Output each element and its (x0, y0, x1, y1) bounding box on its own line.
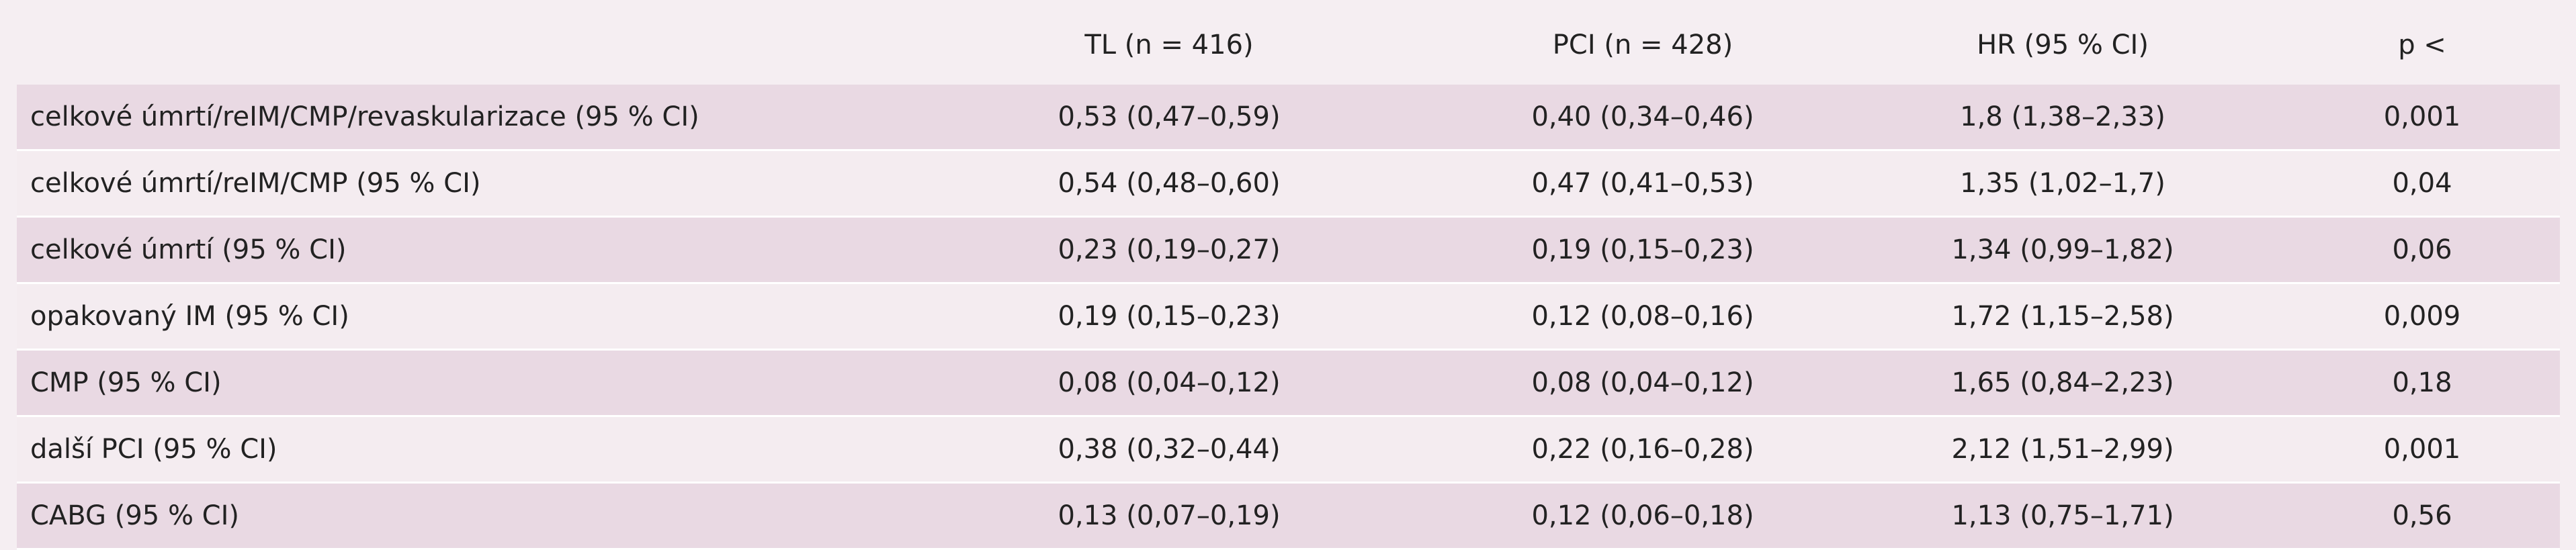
table-cell: 0,53 (0,47–0,59) (894, 85, 1445, 151)
table-cell: 0,009 (2284, 283, 2560, 351)
column-header: PCI (n = 428) (1552, 29, 1733, 60)
table-cell: 0,06 (2284, 216, 2560, 284)
row-label: opakovaný IM (95 % CI) (17, 283, 894, 351)
row-label: celkové úmrtí (95 % CI) (17, 216, 894, 284)
table-row: CABG (95 % CI) 0,13 (0,07–0,19) 0,12 (0,06… (17, 482, 2560, 550)
table-cell: 0,12 (0,06–0,18) (1445, 482, 1841, 550)
header-row: TL (n = 416) PCI (n = 428) HR (95 % CI) p < (17, 0, 2560, 85)
table-cell: 0,08 (0,04–0,12) (1445, 349, 1841, 417)
column-header: p < (2398, 29, 2446, 60)
row-label: celkové úmrtí/reIM/CMP/revaskularizace (… (17, 85, 894, 151)
table-cell: 0,08 (0,04–0,12) (894, 349, 1445, 417)
column-header: TL (n = 416) (1084, 29, 1254, 60)
table-cell: 0,40 (0,34–0,46) (1445, 85, 1841, 151)
table-row: CMP (95 % CI) 0,08 (0,04–0,12) 0,08 (0,04–… (17, 349, 2560, 417)
table-row: opakovaný IM (95 % CI) 0,19 (0,15–0,23) 0,… (17, 283, 2560, 351)
table-cell: 1,34 (0,99–1,82) (1841, 216, 2284, 284)
table-cell: 0,38 (0,32–0,44) (894, 416, 1445, 484)
row-label: CABG (95 % CI) (17, 482, 894, 550)
table-row: celkové úmrtí/reIM/CMP (95 % CI) 0,54 (0,… (17, 150, 2560, 218)
table-cell: 1,13 (0,75–1,71) (1841, 482, 2284, 550)
table-cell: 0,001 (2284, 85, 2560, 151)
table-cell: 0,19 (0,15–0,23) (1445, 216, 1841, 284)
table-cell: 1,65 (0,84–2,23) (1841, 349, 2284, 417)
table-cell: 0,13 (0,07–0,19) (894, 482, 1445, 550)
table-cell: 2,12 (1,51–2,99) (1841, 416, 2284, 484)
table-cell: 0,04 (2284, 150, 2560, 218)
row-label: další PCI (95 % CI) (17, 416, 894, 484)
table-row: celkové úmrtí/reIM/CMP/revaskularizace (… (17, 85, 2560, 151)
table-cell: 0,19 (0,15–0,23) (894, 283, 1445, 351)
table-cell: 1,35 (1,02–1,7) (1841, 150, 2284, 218)
table-cell: 1,72 (1,15–2,58) (1841, 283, 2284, 351)
table-row: celkové úmrtí (95 % CI) 0,23 (0,19–0,27) 0… (17, 216, 2560, 284)
table-cell: 0,54 (0,48–0,60) (894, 150, 1445, 218)
page: TL (n = 416) PCI (n = 428) HR (95 % CI) p <… (17, 29, 2560, 550)
table-cell: 0,56 (2284, 482, 2560, 550)
row-label: CMP (95 % CI) (17, 349, 894, 417)
table-cell: 0,22 (0,16–0,28) (1445, 416, 1841, 484)
results-table: TL (n = 416) PCI (n = 428) HR (95 % CI) p <… (17, 0, 2560, 550)
row-label: celkové úmrtí/reIM/CMP (95 % CI) (17, 150, 894, 218)
table-cell: 0,001 (2284, 416, 2560, 484)
column-header: HR (95 % CI) (1977, 29, 2149, 60)
table-body: celkové úmrtí/reIM/CMP/revaskularizace (… (17, 85, 2560, 550)
column-header (17, 0, 894, 85)
table-row: další PCI (95 % CI) 0,38 (0,32–0,44) 0,22 … (17, 416, 2560, 484)
table-cell: 1,8 (1,38–2,33) (1841, 85, 2284, 151)
table-cell: 0,12 (0,08–0,16) (1445, 283, 1841, 351)
table-cell: 0,23 (0,19–0,27) (894, 216, 1445, 284)
table-cell: 0,47 (0,41–0,53) (1445, 150, 1841, 218)
table-cell: 0,18 (2284, 349, 2560, 417)
